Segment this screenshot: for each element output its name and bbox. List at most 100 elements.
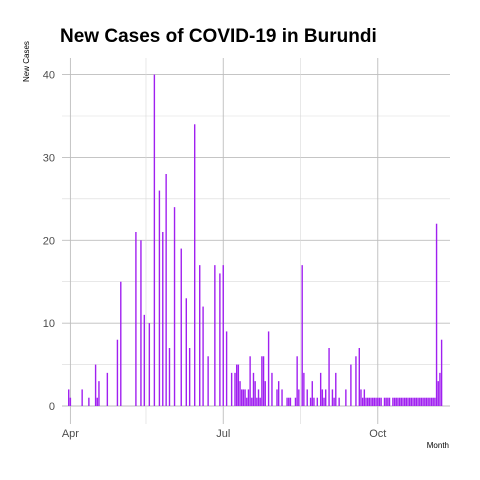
bar <box>296 356 298 406</box>
bar <box>439 372 441 406</box>
bar <box>193 124 196 407</box>
bar <box>388 397 391 406</box>
bar <box>434 397 436 406</box>
bar <box>415 397 418 406</box>
x-tick-label: Oct <box>369 428 386 440</box>
bar <box>360 389 362 406</box>
bar <box>328 348 330 406</box>
x-tick-label: Jul <box>216 428 230 440</box>
bar <box>393 397 396 406</box>
bar <box>424 397 426 406</box>
bar <box>143 314 146 406</box>
bar <box>368 397 371 406</box>
bar <box>120 281 122 406</box>
bar <box>247 389 250 406</box>
bar <box>219 273 221 406</box>
bar <box>303 372 305 406</box>
bar <box>165 174 167 406</box>
bar <box>68 389 70 406</box>
bar <box>202 306 204 406</box>
bar <box>264 381 266 406</box>
bar <box>222 265 224 406</box>
bar <box>162 232 164 406</box>
bar <box>271 372 273 406</box>
bar <box>429 397 431 406</box>
bar <box>377 397 379 406</box>
y-tick-label: 0 <box>49 401 55 413</box>
bar <box>106 372 109 406</box>
bar <box>414 397 416 406</box>
bar <box>395 397 397 406</box>
bar <box>325 389 327 406</box>
bar <box>244 389 246 406</box>
bar <box>378 397 381 406</box>
bar <box>408 397 411 406</box>
bar <box>410 397 413 406</box>
bar <box>173 207 176 406</box>
bar <box>81 389 83 406</box>
bar <box>242 389 245 406</box>
bar <box>321 389 324 406</box>
bar <box>427 397 429 406</box>
bar <box>116 339 119 406</box>
bar <box>363 389 366 406</box>
y-tick-label: 10 <box>43 318 55 330</box>
bar <box>241 389 243 406</box>
bar <box>437 381 439 406</box>
bar <box>289 397 292 406</box>
bar <box>385 397 387 406</box>
bar <box>252 372 255 406</box>
bar <box>350 364 352 406</box>
bar <box>256 397 258 406</box>
bar <box>239 381 241 406</box>
bar <box>286 397 288 406</box>
bar <box>294 397 297 406</box>
bar <box>400 397 402 406</box>
bar <box>254 381 256 406</box>
bar <box>435 223 438 406</box>
bar <box>237 364 240 406</box>
bar <box>225 331 228 406</box>
bar <box>98 381 100 406</box>
y-tick-label: 40 <box>43 70 55 82</box>
x-tick-label: Apr <box>62 428 79 440</box>
bar <box>230 372 233 406</box>
chart-title: New Cases of COVID-19 in Burundi <box>60 26 377 47</box>
bar <box>199 265 201 406</box>
bar <box>153 74 156 407</box>
bar <box>148 323 151 406</box>
bar <box>298 389 300 406</box>
bar <box>422 397 424 406</box>
bar <box>345 389 347 406</box>
bar <box>403 397 406 406</box>
bar <box>407 397 409 406</box>
bar <box>358 348 360 406</box>
bar <box>402 397 404 406</box>
bar <box>392 397 394 406</box>
bar <box>425 397 428 406</box>
bar <box>257 389 260 406</box>
bar <box>398 397 401 406</box>
bar <box>69 397 72 406</box>
bar <box>135 232 137 406</box>
bar <box>319 372 322 406</box>
bar <box>235 364 238 406</box>
bar <box>412 397 414 406</box>
bar <box>188 348 191 406</box>
bar <box>331 389 334 406</box>
bar <box>440 339 443 406</box>
bar <box>207 356 209 406</box>
bar <box>234 372 236 406</box>
bar <box>309 397 312 406</box>
bar <box>323 397 325 406</box>
bar <box>180 248 182 406</box>
bar <box>311 381 313 406</box>
bar <box>417 397 419 406</box>
bar <box>259 397 261 406</box>
bar <box>246 397 248 406</box>
bar <box>214 265 216 406</box>
bar <box>383 397 386 406</box>
bar <box>301 265 303 406</box>
bar <box>96 397 98 406</box>
